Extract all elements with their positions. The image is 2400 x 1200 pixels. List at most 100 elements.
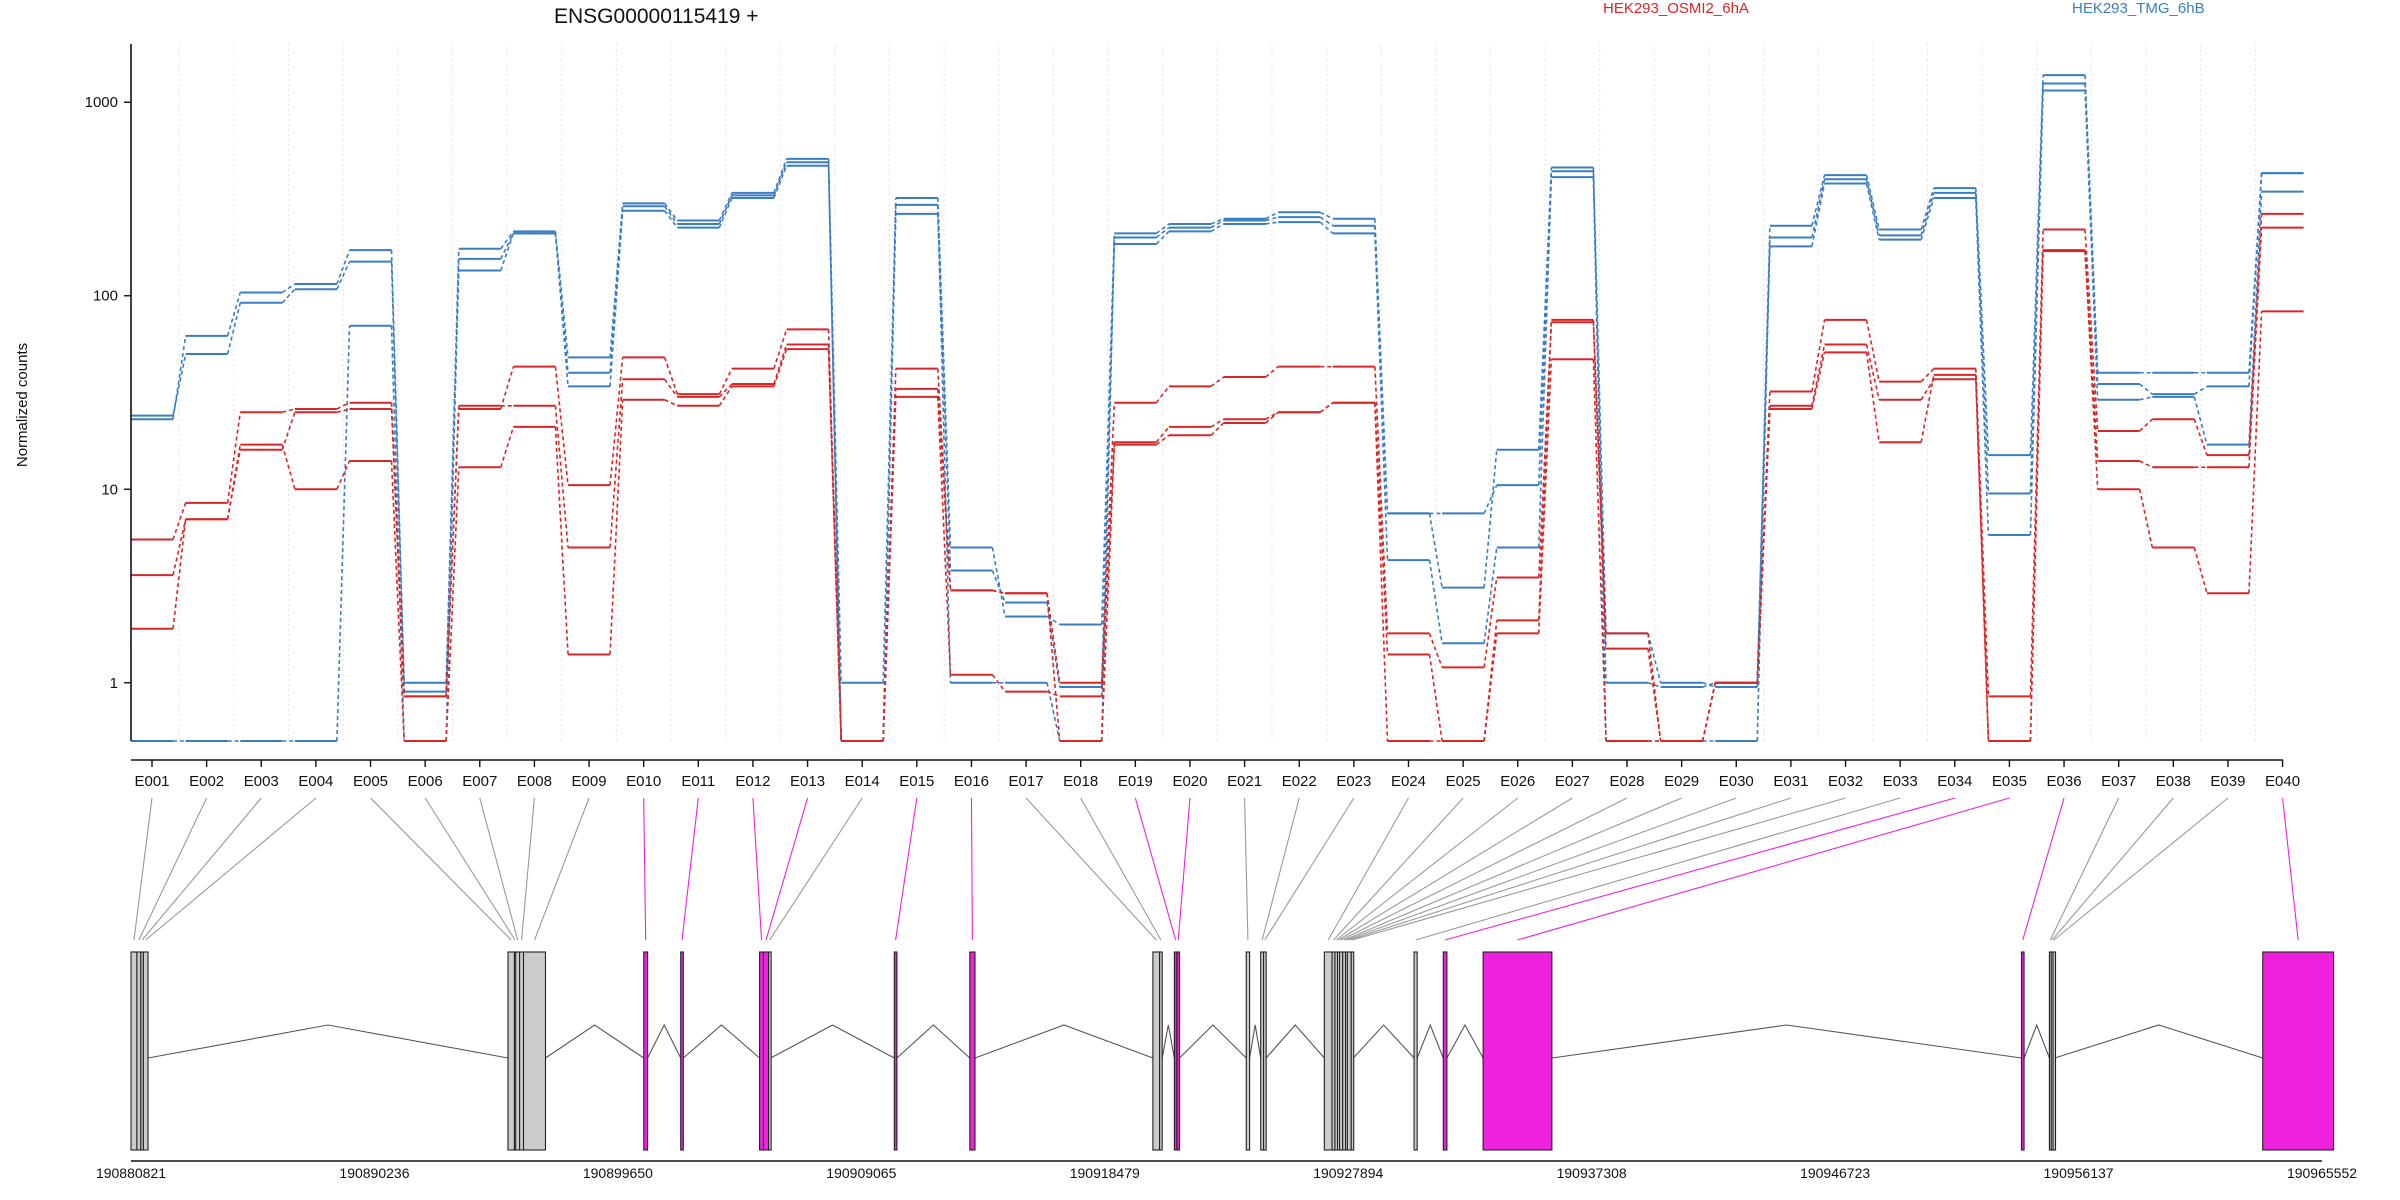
x-tick-label: E006 bbox=[408, 773, 443, 790]
intron-line bbox=[1179, 1024, 1247, 1059]
exon-box bbox=[1346, 951, 1352, 1151]
series-connector bbox=[882, 204, 897, 742]
intron-line bbox=[2023, 1023, 2050, 1059]
intron-line bbox=[770, 1024, 895, 1059]
x-tick-label: E038 bbox=[2156, 773, 2191, 790]
x-tick-label: E025 bbox=[1446, 773, 1481, 790]
series-connector bbox=[445, 248, 460, 683]
series-connector bbox=[1100, 244, 1116, 688]
x-tick-label: E020 bbox=[1172, 773, 1207, 790]
x-tick-label: E026 bbox=[1500, 773, 1535, 790]
series-connector bbox=[2138, 489, 2154, 548]
series-connector bbox=[445, 467, 460, 742]
series-connector bbox=[554, 426, 569, 655]
series-connector bbox=[282, 408, 296, 414]
chart-title: ENSG00000115419 + bbox=[554, 5, 759, 28]
series-connector bbox=[390, 460, 405, 742]
series-connector bbox=[1483, 577, 1498, 668]
series-connector bbox=[664, 378, 678, 398]
x-tick-label: E009 bbox=[572, 773, 607, 790]
exon-link bbox=[769, 797, 863, 941]
series-connector bbox=[336, 261, 351, 290]
series-connector bbox=[827, 158, 842, 683]
series-connector bbox=[937, 204, 952, 683]
exon-box bbox=[893, 951, 898, 1151]
series-connector bbox=[226, 302, 242, 355]
intron-line bbox=[1249, 1024, 1262, 1059]
series-connector bbox=[2248, 227, 2263, 468]
series-connector bbox=[172, 519, 187, 629]
intron-line bbox=[896, 1024, 971, 1059]
exon-link bbox=[521, 797, 535, 941]
series-connector bbox=[2084, 250, 2099, 490]
series-connector bbox=[1592, 359, 1607, 742]
series-connector bbox=[1865, 183, 1880, 240]
coordinate-label: 190899650 bbox=[583, 1165, 653, 1181]
exon-link bbox=[1346, 797, 1737, 941]
series-connector bbox=[500, 233, 515, 260]
exon-link bbox=[2053, 797, 2229, 941]
coordinate-label: 190927894 bbox=[1313, 1165, 1383, 1181]
y-tick-label: 1 bbox=[110, 675, 118, 692]
exon-box bbox=[1159, 951, 1163, 1151]
series-connector bbox=[1155, 230, 1170, 245]
exon-box bbox=[969, 951, 976, 1151]
x-tick-label: E032 bbox=[1828, 773, 1863, 790]
exon-box bbox=[768, 951, 772, 1151]
series-connector bbox=[827, 349, 842, 742]
series-connector bbox=[1100, 402, 1116, 683]
series-connector bbox=[718, 385, 733, 407]
series-connector bbox=[1865, 352, 1880, 443]
series-connector bbox=[336, 325, 351, 742]
exon-box bbox=[507, 951, 516, 1151]
exon-link bbox=[681, 797, 699, 941]
series-connector bbox=[718, 368, 733, 395]
series-connector bbox=[336, 460, 351, 490]
series-connector bbox=[1592, 319, 1607, 649]
x-tick-label: E033 bbox=[1883, 773, 1918, 790]
exon-link bbox=[765, 797, 809, 941]
exon-link bbox=[895, 797, 918, 941]
intron-line bbox=[147, 1024, 509, 1059]
series-connector bbox=[1811, 174, 1826, 226]
exon-box bbox=[759, 951, 765, 1151]
x-tick-label: E030 bbox=[1719, 773, 1754, 790]
series-connector bbox=[1046, 690, 1060, 698]
series-connector bbox=[1974, 379, 1990, 742]
series-connector bbox=[1920, 187, 1935, 230]
series-connector bbox=[1319, 216, 1334, 227]
series-connector bbox=[773, 158, 788, 194]
intron-line bbox=[647, 1023, 682, 1059]
series-connector bbox=[226, 412, 242, 504]
exon-link bbox=[1261, 797, 1300, 941]
series-2 bbox=[131, 74, 2304, 689]
exon-box bbox=[1152, 951, 1161, 1151]
series-connector bbox=[226, 292, 242, 337]
series-connector bbox=[992, 589, 1006, 595]
x-tick-label: E015 bbox=[899, 773, 934, 790]
x-tick-label: E028 bbox=[1609, 773, 1644, 790]
exon-link bbox=[643, 797, 647, 941]
series-connector bbox=[1483, 484, 1498, 514]
exon-link bbox=[970, 797, 973, 941]
y-axis-label: Normalized counts bbox=[14, 343, 31, 467]
series-connector bbox=[1428, 654, 1443, 742]
series-connector bbox=[1756, 408, 1771, 683]
x-tick-label: E024 bbox=[1391, 773, 1426, 790]
exon-link bbox=[2022, 797, 2065, 941]
x-tick-label: E037 bbox=[2101, 773, 2136, 790]
exon-link bbox=[424, 797, 516, 941]
exon-link bbox=[2049, 797, 2120, 941]
exon-link bbox=[145, 797, 317, 941]
y-tick-label: 100 bbox=[93, 288, 118, 305]
series-connector bbox=[1647, 681, 1661, 688]
series-connector bbox=[1974, 374, 1990, 742]
series-connector bbox=[1811, 179, 1826, 238]
series-connector bbox=[1811, 183, 1826, 247]
exon-link bbox=[1264, 797, 1355, 941]
series-connector bbox=[664, 210, 678, 229]
exon-box bbox=[2262, 951, 2335, 1151]
series-connector bbox=[2084, 83, 2099, 385]
series-connector bbox=[609, 357, 624, 486]
